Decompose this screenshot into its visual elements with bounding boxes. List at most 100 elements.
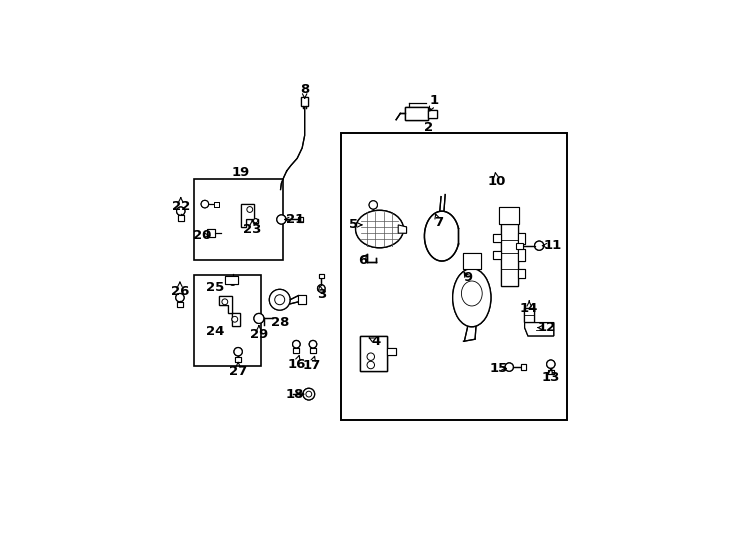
Polygon shape: [525, 322, 553, 336]
Circle shape: [177, 207, 185, 215]
Circle shape: [232, 316, 238, 322]
Text: 19: 19: [232, 166, 250, 179]
Bar: [521, 364, 526, 370]
Bar: [462, 253, 481, 268]
Circle shape: [247, 207, 252, 212]
Bar: [499, 207, 519, 224]
Polygon shape: [399, 225, 407, 233]
Text: 21: 21: [286, 213, 304, 226]
Text: 2: 2: [424, 120, 433, 134]
Ellipse shape: [355, 210, 404, 248]
Bar: [501, 224, 517, 286]
Bar: [177, 302, 183, 307]
Circle shape: [293, 341, 300, 348]
Bar: [516, 243, 523, 248]
Bar: [517, 268, 525, 278]
Circle shape: [505, 363, 513, 371]
Circle shape: [232, 316, 238, 322]
Circle shape: [318, 285, 325, 292]
Bar: [235, 357, 241, 362]
Circle shape: [303, 388, 315, 400]
Polygon shape: [219, 296, 240, 326]
Bar: [235, 357, 241, 362]
Circle shape: [303, 388, 315, 400]
Circle shape: [306, 391, 312, 397]
Bar: [302, 97, 308, 106]
Text: 12: 12: [537, 321, 556, 334]
Circle shape: [369, 201, 377, 209]
Bar: [341, 133, 567, 420]
Circle shape: [505, 363, 513, 371]
Text: 8: 8: [300, 83, 309, 96]
Circle shape: [277, 215, 286, 224]
Ellipse shape: [453, 268, 491, 327]
Bar: [462, 253, 481, 268]
Bar: [310, 348, 316, 353]
Bar: [207, 228, 215, 237]
Circle shape: [201, 200, 208, 208]
Ellipse shape: [355, 210, 404, 248]
Text: 3: 3: [316, 288, 326, 301]
Polygon shape: [219, 296, 240, 326]
Bar: [214, 201, 219, 207]
Text: 27: 27: [229, 365, 247, 378]
Bar: [516, 243, 523, 248]
Bar: [178, 215, 184, 221]
Circle shape: [230, 279, 236, 285]
Bar: [501, 224, 517, 286]
Bar: [294, 348, 299, 353]
Bar: [517, 268, 525, 278]
Text: 11: 11: [544, 239, 562, 252]
Bar: [388, 348, 396, 355]
Polygon shape: [525, 322, 553, 336]
Polygon shape: [399, 225, 407, 233]
Bar: [524, 308, 534, 322]
Bar: [360, 336, 388, 371]
Bar: [298, 217, 303, 222]
Circle shape: [254, 313, 264, 323]
Bar: [194, 275, 261, 366]
Circle shape: [269, 289, 290, 310]
Bar: [319, 274, 324, 278]
Text: 4: 4: [371, 335, 381, 348]
Text: 1: 1: [430, 93, 439, 106]
Bar: [517, 249, 525, 261]
Text: 17: 17: [302, 359, 321, 372]
Bar: [524, 308, 534, 322]
Ellipse shape: [462, 281, 482, 306]
Bar: [493, 234, 501, 242]
Circle shape: [247, 207, 252, 212]
Bar: [493, 251, 501, 259]
Bar: [177, 302, 183, 307]
Bar: [214, 201, 219, 207]
Circle shape: [222, 299, 228, 305]
Circle shape: [367, 361, 374, 369]
Polygon shape: [241, 204, 258, 227]
Bar: [521, 364, 526, 370]
Bar: [428, 110, 437, 118]
Circle shape: [275, 295, 285, 305]
Bar: [493, 234, 501, 242]
Bar: [225, 276, 238, 284]
Bar: [499, 207, 519, 224]
Text: 23: 23: [243, 222, 261, 235]
Text: 24: 24: [206, 325, 224, 338]
Bar: [225, 276, 238, 284]
Bar: [298, 217, 303, 222]
Text: 29: 29: [250, 328, 268, 341]
Text: 26: 26: [171, 285, 189, 298]
Circle shape: [369, 201, 377, 209]
Circle shape: [175, 294, 184, 302]
Text: 6: 6: [358, 254, 368, 267]
Bar: [299, 295, 306, 304]
Circle shape: [234, 348, 242, 356]
Text: 7: 7: [434, 217, 443, 230]
Circle shape: [201, 200, 208, 208]
Bar: [428, 110, 437, 118]
Bar: [294, 348, 299, 353]
Text: 22: 22: [172, 200, 190, 213]
Text: 9: 9: [463, 271, 472, 284]
Bar: [302, 97, 308, 106]
Text: 13: 13: [542, 371, 560, 384]
Circle shape: [367, 361, 374, 369]
